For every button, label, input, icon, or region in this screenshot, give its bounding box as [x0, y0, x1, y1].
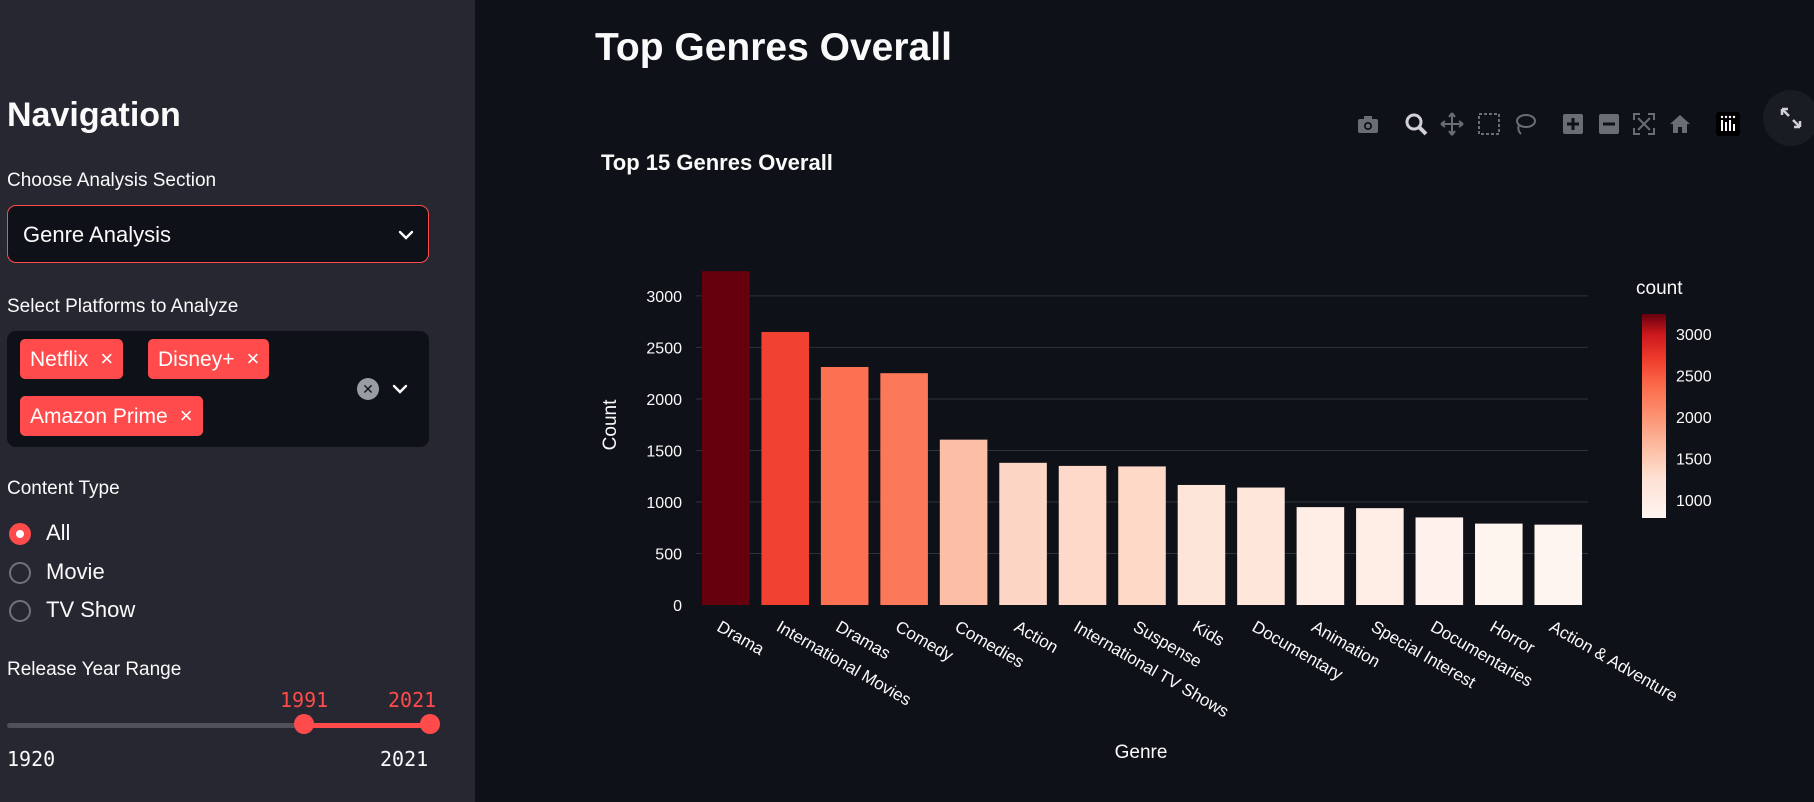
platform-tag-label: Netflix — [30, 348, 89, 371]
bar[interactable] — [880, 373, 928, 605]
y-tick-label: 1500 — [646, 443, 682, 460]
year-to-value: 2021 — [388, 688, 437, 712]
remove-tag-icon[interactable]: × — [246, 346, 260, 371]
zoom-icon[interactable] — [1404, 112, 1428, 136]
section-label: Choose Analysis Section — [7, 170, 217, 191]
x-tick-label: Dramas — [833, 617, 894, 663]
radio-icon[interactable] — [9, 600, 31, 622]
x-tick-label: Drama — [714, 617, 768, 659]
sidebar-title: Navigation — [7, 96, 181, 134]
chart-title: Top 15 Genres Overall — [601, 150, 833, 175]
expand-icon — [1780, 107, 1802, 129]
x-tick-label: International TV Shows — [1071, 617, 1232, 721]
sidebar: Navigation Choose Analysis Section Genre… — [0, 0, 475, 802]
zoom-out-icon[interactable] — [1597, 112, 1621, 136]
bar[interactable] — [999, 462, 1047, 605]
platform-tag-label: Disney+ — [158, 348, 235, 371]
y-tick-label: 3000 — [646, 289, 682, 306]
radio-label: Movie — [46, 559, 105, 584]
colorbar-tick-label: 1000 — [1676, 493, 1712, 510]
platform-tag-disney: Disney+ × — [148, 339, 270, 379]
section-select-value: Genre Analysis — [23, 222, 171, 247]
plotly-logo-icon[interactable] — [1716, 112, 1740, 136]
bar[interactable] — [1118, 466, 1166, 605]
reset-axes-icon[interactable] — [1668, 112, 1692, 136]
x-tick-label: Animation — [1308, 617, 1383, 671]
bar[interactable] — [1058, 465, 1107, 605]
pan-icon[interactable] — [1440, 112, 1464, 136]
colorbar-tick-label: 1500 — [1676, 451, 1712, 468]
camera-icon[interactable] — [1356, 112, 1380, 136]
x-tick-label: Action — [1011, 617, 1061, 657]
fullscreen-button[interactable] — [1763, 90, 1814, 146]
remove-tag-icon[interactable]: × — [179, 403, 193, 428]
bar[interactable] — [1475, 523, 1523, 605]
x-tick-label: International Movies — [773, 617, 914, 710]
x-tick-label: Special Interest — [1368, 617, 1479, 692]
clear-all-icon[interactable]: ✕ — [357, 378, 379, 400]
year-slider-thumb-to[interactable] — [420, 714, 440, 734]
colorbar-tick-label: 3000 — [1676, 327, 1712, 344]
y-tick-label: 1000 — [646, 495, 682, 512]
colorbar — [1642, 314, 1666, 518]
platform-tag-amazon-prime: Amazon Prime × — [20, 396, 203, 436]
radio-label: TV Show — [46, 597, 136, 622]
bar[interactable] — [820, 367, 869, 605]
bar[interactable] — [1296, 507, 1345, 605]
chevron-down-icon[interactable] — [391, 380, 409, 398]
bar[interactable] — [1415, 517, 1464, 605]
colorbar-tick-label: 2000 — [1676, 410, 1712, 427]
year-slider-fill — [304, 723, 429, 728]
year-from-value: 1991 — [280, 688, 329, 712]
bar[interactable] — [1534, 524, 1583, 605]
radio-label: All — [46, 520, 71, 545]
bar[interactable] — [939, 439, 988, 605]
bar[interactable] — [701, 271, 750, 605]
analysis-section-select[interactable]: Genre Analysis — [7, 205, 429, 263]
y-tick-label: 2000 — [646, 392, 682, 409]
x-axis-title: Genre — [1115, 742, 1168, 763]
y-tick-label: 0 — [673, 598, 682, 615]
zoom-in-icon[interactable] — [1561, 112, 1585, 136]
x-tick-label: Comedies — [952, 617, 1028, 672]
x-tick-label: Action & Adventure — [1546, 617, 1681, 706]
y-axis-title: Count — [600, 399, 621, 450]
x-tick-label: Documentaries — [1427, 617, 1536, 691]
year-range-label: Release Year Range — [7, 659, 182, 680]
platforms-multiselect[interactable]: Netflix × Disney+ × Amazon Prime × ✕ — [7, 331, 429, 447]
content-type-label: Content Type — [7, 478, 120, 499]
platform-tag-netflix: Netflix × — [20, 339, 124, 379]
bar[interactable] — [1177, 484, 1226, 605]
platforms-label: Select Platforms to Analyze — [7, 296, 239, 317]
bar[interactable] — [761, 331, 809, 605]
y-tick-label: 500 — [655, 546, 682, 563]
year-slider-thumb-from[interactable] — [294, 714, 314, 734]
platform-tag-label: Amazon Prime — [30, 405, 168, 428]
lasso-icon[interactable] — [1513, 112, 1537, 136]
remove-tag-icon[interactable]: × — [100, 346, 114, 371]
x-tick-label: Kids — [1189, 617, 1227, 650]
x-tick-label: Horror — [1487, 617, 1539, 658]
radio-icon[interactable] — [9, 562, 31, 584]
colorbar-tick-label: 2500 — [1676, 368, 1712, 385]
x-tick-label: Comedy — [892, 617, 957, 665]
year-max-value: 2021 — [380, 747, 429, 771]
page-title: Top Genres Overall — [595, 26, 952, 69]
x-tick-label: Suspense — [1130, 617, 1205, 671]
autoscale-icon[interactable] — [1632, 112, 1656, 136]
chevron-down-icon[interactable] — [397, 226, 415, 244]
colorbar-title: count — [1636, 278, 1683, 299]
bar[interactable] — [1356, 508, 1404, 605]
year-slider-track[interactable] — [7, 723, 429, 728]
x-tick-label: Documentary — [1249, 617, 1346, 684]
bar[interactable] — [1237, 487, 1285, 605]
radio-selected-icon[interactable] — [9, 523, 31, 545]
box-select-icon[interactable] — [1477, 112, 1501, 136]
y-tick-label: 2500 — [646, 340, 682, 357]
year-min-value: 1920 — [7, 747, 56, 771]
